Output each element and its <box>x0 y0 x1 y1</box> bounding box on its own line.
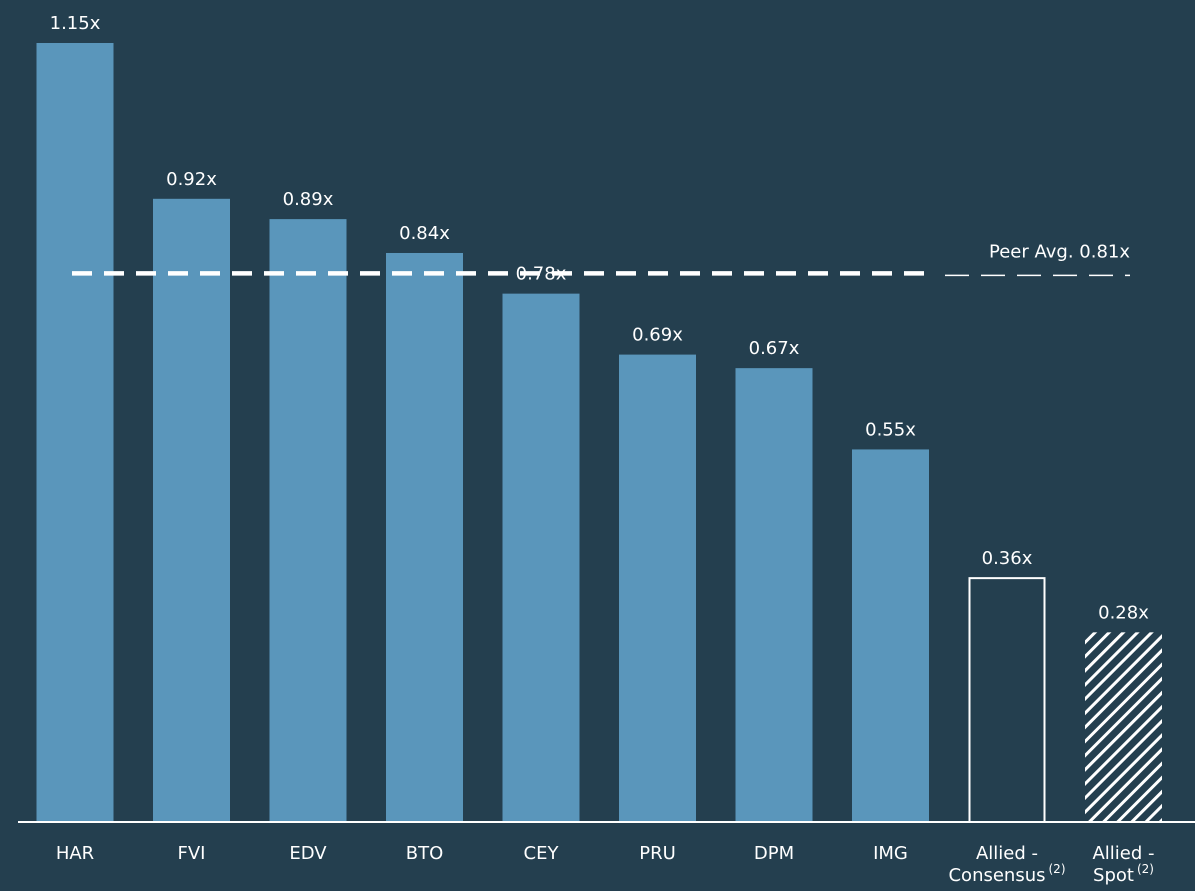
x-tick-label-dpm: DPM <box>754 843 794 864</box>
x-tick-label-img: IMG <box>873 843 908 864</box>
bar-dpm <box>735 368 813 822</box>
bar-cey <box>502 293 580 823</box>
x-tick-label-har: HAR <box>56 843 94 864</box>
x-tick-label-pru: PRU <box>639 843 676 864</box>
x-tick-label-bto: BTO <box>406 843 444 864</box>
bar-img <box>852 449 929 822</box>
value-label-har: 1.15x <box>50 13 101 34</box>
reference-line-layer: Peer Avg. 0.81x <box>72 241 1130 277</box>
peer-average-label: Peer Avg. 0.81x <box>989 241 1130 262</box>
value-label-pru: 0.69x <box>632 325 683 346</box>
x-tick-labels-layer: HAR FVI EDV BTO CEY PRU DPM IMG Allied -Consensu… <box>56 843 1155 886</box>
value-label-fvi: 0.92x <box>166 169 217 190</box>
bar-fvi <box>153 198 230 823</box>
value-label-cey: 0.78x <box>516 264 567 285</box>
x-tick-label-cey: CEY <box>524 843 560 864</box>
value-label-bto: 0.84x <box>399 223 450 244</box>
value-label-allied-consensus: 0.36x <box>982 548 1033 569</box>
value-label-img: 0.55x <box>865 419 916 440</box>
x-tick-label-fvi: FVI <box>178 843 206 864</box>
value-label-allied-spot: 0.28x <box>1098 602 1149 623</box>
bar-pru <box>619 354 696 822</box>
bar-allied-consensus <box>968 577 1046 824</box>
bar-har <box>36 43 114 822</box>
value-label-dpm: 0.67x <box>749 338 800 359</box>
bar-edv <box>269 219 347 823</box>
x-tick-label-edv: EDV <box>289 843 327 864</box>
bar-allied-spot <box>1085 632 1162 822</box>
labels-layer: 1.15x 0.92x 0.89x 0.84x 0.78x 0.69x 0.67x 0.55x… <box>50 13 1150 623</box>
bars-layer <box>36 43 1162 824</box>
bar-bto <box>386 252 463 822</box>
value-label-edv: 0.89x <box>283 189 334 210</box>
x-tick-label-allied-spot: Allied -Spot (2) <box>1092 843 1154 886</box>
x-tick-label-allied-consensus: Allied -Consensus (2) <box>948 843 1065 886</box>
